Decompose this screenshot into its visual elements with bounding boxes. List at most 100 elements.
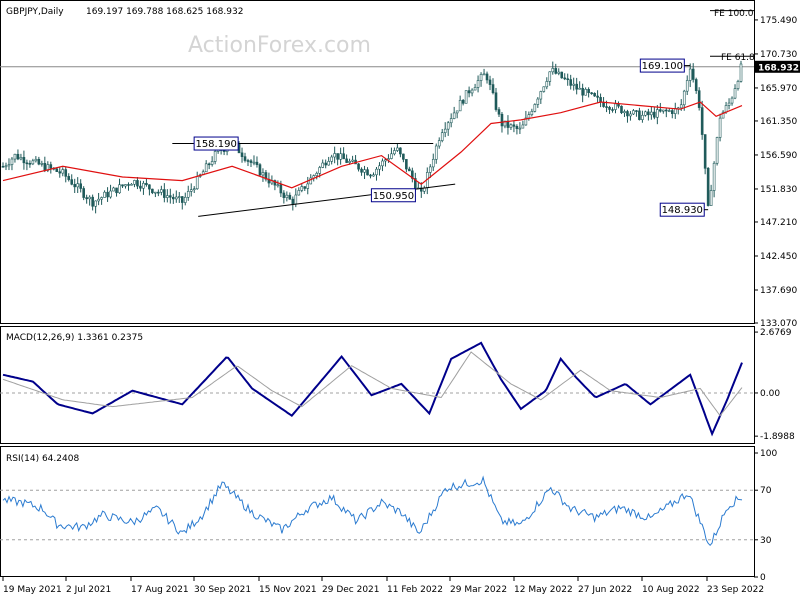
x-tick-1: 2 Jul 2021 xyxy=(66,585,111,595)
candle-body xyxy=(641,114,644,120)
candle-body xyxy=(530,111,534,115)
candle xyxy=(694,77,698,94)
candle xyxy=(739,60,743,83)
candle-body xyxy=(512,124,516,127)
candle-body xyxy=(428,166,432,173)
x-tick-4: 15 Nov 2021 xyxy=(259,585,317,595)
candle xyxy=(611,107,614,113)
candle xyxy=(688,63,692,88)
candle xyxy=(64,166,68,183)
candle-body xyxy=(688,68,692,81)
candle-body xyxy=(91,196,94,207)
candle xyxy=(402,153,405,163)
candle xyxy=(482,68,486,76)
candle-body xyxy=(533,104,537,112)
candle-body xyxy=(518,127,522,130)
candle xyxy=(166,189,169,203)
candle-body xyxy=(145,182,148,186)
price-layer: 158.190 150.950 169.100 148.930 xyxy=(0,10,754,217)
candle-body xyxy=(172,196,175,200)
candle xyxy=(667,108,671,113)
price-tick-7: 142.450 xyxy=(760,252,797,262)
candle xyxy=(148,184,151,196)
candle-body xyxy=(488,79,492,85)
candle xyxy=(650,106,653,120)
candle xyxy=(124,184,127,189)
candle xyxy=(252,155,256,166)
candle-body xyxy=(736,81,740,89)
rsi-tick-0: 100 xyxy=(760,449,777,459)
candle-body xyxy=(261,172,265,176)
candle-body xyxy=(55,168,59,172)
candle xyxy=(706,167,710,207)
candle xyxy=(578,81,581,90)
candle xyxy=(378,162,381,176)
candle xyxy=(249,159,253,168)
candle-body xyxy=(539,91,543,100)
candle xyxy=(67,173,71,182)
candle-body xyxy=(647,111,650,116)
candle-body xyxy=(554,68,558,74)
candle-body xyxy=(133,180,136,185)
candle-body xyxy=(303,186,307,189)
candle xyxy=(31,158,35,166)
candle-body xyxy=(563,77,567,80)
candle-body xyxy=(485,73,489,81)
candle xyxy=(390,147,393,160)
candle xyxy=(542,86,546,93)
price-tick-8: 137.690 xyxy=(760,286,797,296)
x-tick-11: 23 Sep 2022 xyxy=(707,585,764,595)
candle-body xyxy=(545,81,549,88)
candle xyxy=(697,87,701,111)
macd-line xyxy=(2,341,743,437)
macd-tick-1: 0.00 xyxy=(760,389,780,399)
candle-body xyxy=(166,195,169,198)
annotation-label-0: 158.190 xyxy=(195,139,236,150)
candle xyxy=(103,190,106,198)
candle-body xyxy=(584,89,587,96)
candle-body xyxy=(665,109,668,112)
candle xyxy=(512,120,516,133)
candle xyxy=(37,156,41,166)
candle xyxy=(488,75,492,91)
candle xyxy=(431,153,435,171)
candle xyxy=(324,159,327,169)
candle xyxy=(76,177,79,194)
watermark: ActionForex.com xyxy=(188,33,371,58)
candle-body xyxy=(154,191,157,194)
candle xyxy=(479,72,483,87)
candle xyxy=(626,109,629,123)
candle xyxy=(638,107,641,121)
candle-body xyxy=(351,159,354,162)
candle xyxy=(476,75,480,93)
candle xyxy=(73,178,77,193)
candle xyxy=(393,147,396,156)
candle-body xyxy=(608,107,611,110)
candle xyxy=(455,110,459,119)
rsi-title: RSI(14) 64.2408 xyxy=(6,454,79,464)
candle-body xyxy=(315,173,319,176)
candle-body xyxy=(679,104,683,109)
candle-body xyxy=(497,109,501,115)
last-price-label: 168.932 xyxy=(758,63,799,73)
candle-body xyxy=(7,164,11,167)
candle-body xyxy=(115,187,118,194)
candle xyxy=(4,162,8,171)
candle xyxy=(644,110,647,117)
candle-body xyxy=(476,80,480,88)
candle xyxy=(641,110,644,123)
candle xyxy=(246,158,250,167)
candle-body xyxy=(611,109,614,111)
price-tick-1: 170.730 xyxy=(760,50,797,60)
candle xyxy=(264,169,268,182)
candle-body xyxy=(473,87,477,91)
candle xyxy=(572,77,575,91)
candle xyxy=(183,192,187,206)
candle xyxy=(670,108,674,119)
candle-body xyxy=(34,158,38,162)
candle xyxy=(16,149,20,161)
candle xyxy=(470,88,474,97)
candle xyxy=(100,196,103,205)
candle xyxy=(515,124,519,135)
macd-tick-0: 2.6769 xyxy=(760,328,792,338)
